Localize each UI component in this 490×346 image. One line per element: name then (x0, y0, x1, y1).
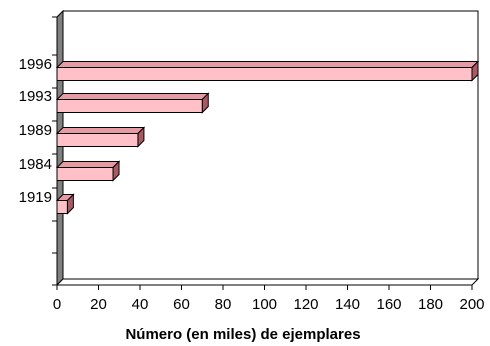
y-category-label: 1919 (19, 189, 52, 206)
y-category-label: 1989 (19, 122, 52, 139)
x-tick-label: 120 (293, 296, 318, 313)
y-category-labels: 1919 1984 1989 1993 1996 (19, 56, 52, 206)
chart-frame (52, 9, 480, 290)
bar-front-face (56, 99, 203, 113)
bar-1996 (55, 60, 480, 82)
y-category-label: 1996 (19, 56, 52, 73)
x-tick-label: 80 (215, 296, 232, 313)
x-tick-label: 140 (335, 296, 360, 313)
bar-1993 (55, 92, 210, 114)
plot-border (63, 10, 479, 279)
bar-front-face (56, 200, 68, 214)
bar-top-face (55, 61, 480, 68)
bar-top-face (55, 127, 146, 134)
x-tick-label: 60 (173, 296, 190, 313)
x-tick-label: 40 (132, 296, 149, 313)
bar-top-face (55, 93, 210, 100)
x-tick-label: 0 (53, 296, 61, 313)
bar-top-face (55, 161, 121, 168)
bar-front-face (56, 133, 139, 147)
y-category-label: 1984 (19, 156, 52, 173)
bar-front-face (56, 67, 473, 81)
x-tick-label: 180 (418, 296, 443, 313)
x-tick-label: 200 (459, 296, 484, 313)
chart-wall (56, 9, 64, 287)
y-category-label: 1993 (19, 88, 52, 105)
x-axis-title: Número (en miles) de ejemplares (125, 326, 360, 343)
chart-floor (55, 278, 480, 286)
bar-1984 (55, 160, 121, 182)
x-tick-label: 100 (252, 296, 277, 313)
x-tick-label: 160 (376, 296, 401, 313)
bar-1989 (55, 126, 146, 148)
bar-front-face (56, 167, 114, 181)
bar-1919 (55, 193, 75, 215)
x-tick-labels: 0 20 40 60 80 100 120 140 160 180 200 (53, 296, 485, 313)
bars (55, 60, 480, 215)
x-tick-label: 20 (90, 296, 107, 313)
